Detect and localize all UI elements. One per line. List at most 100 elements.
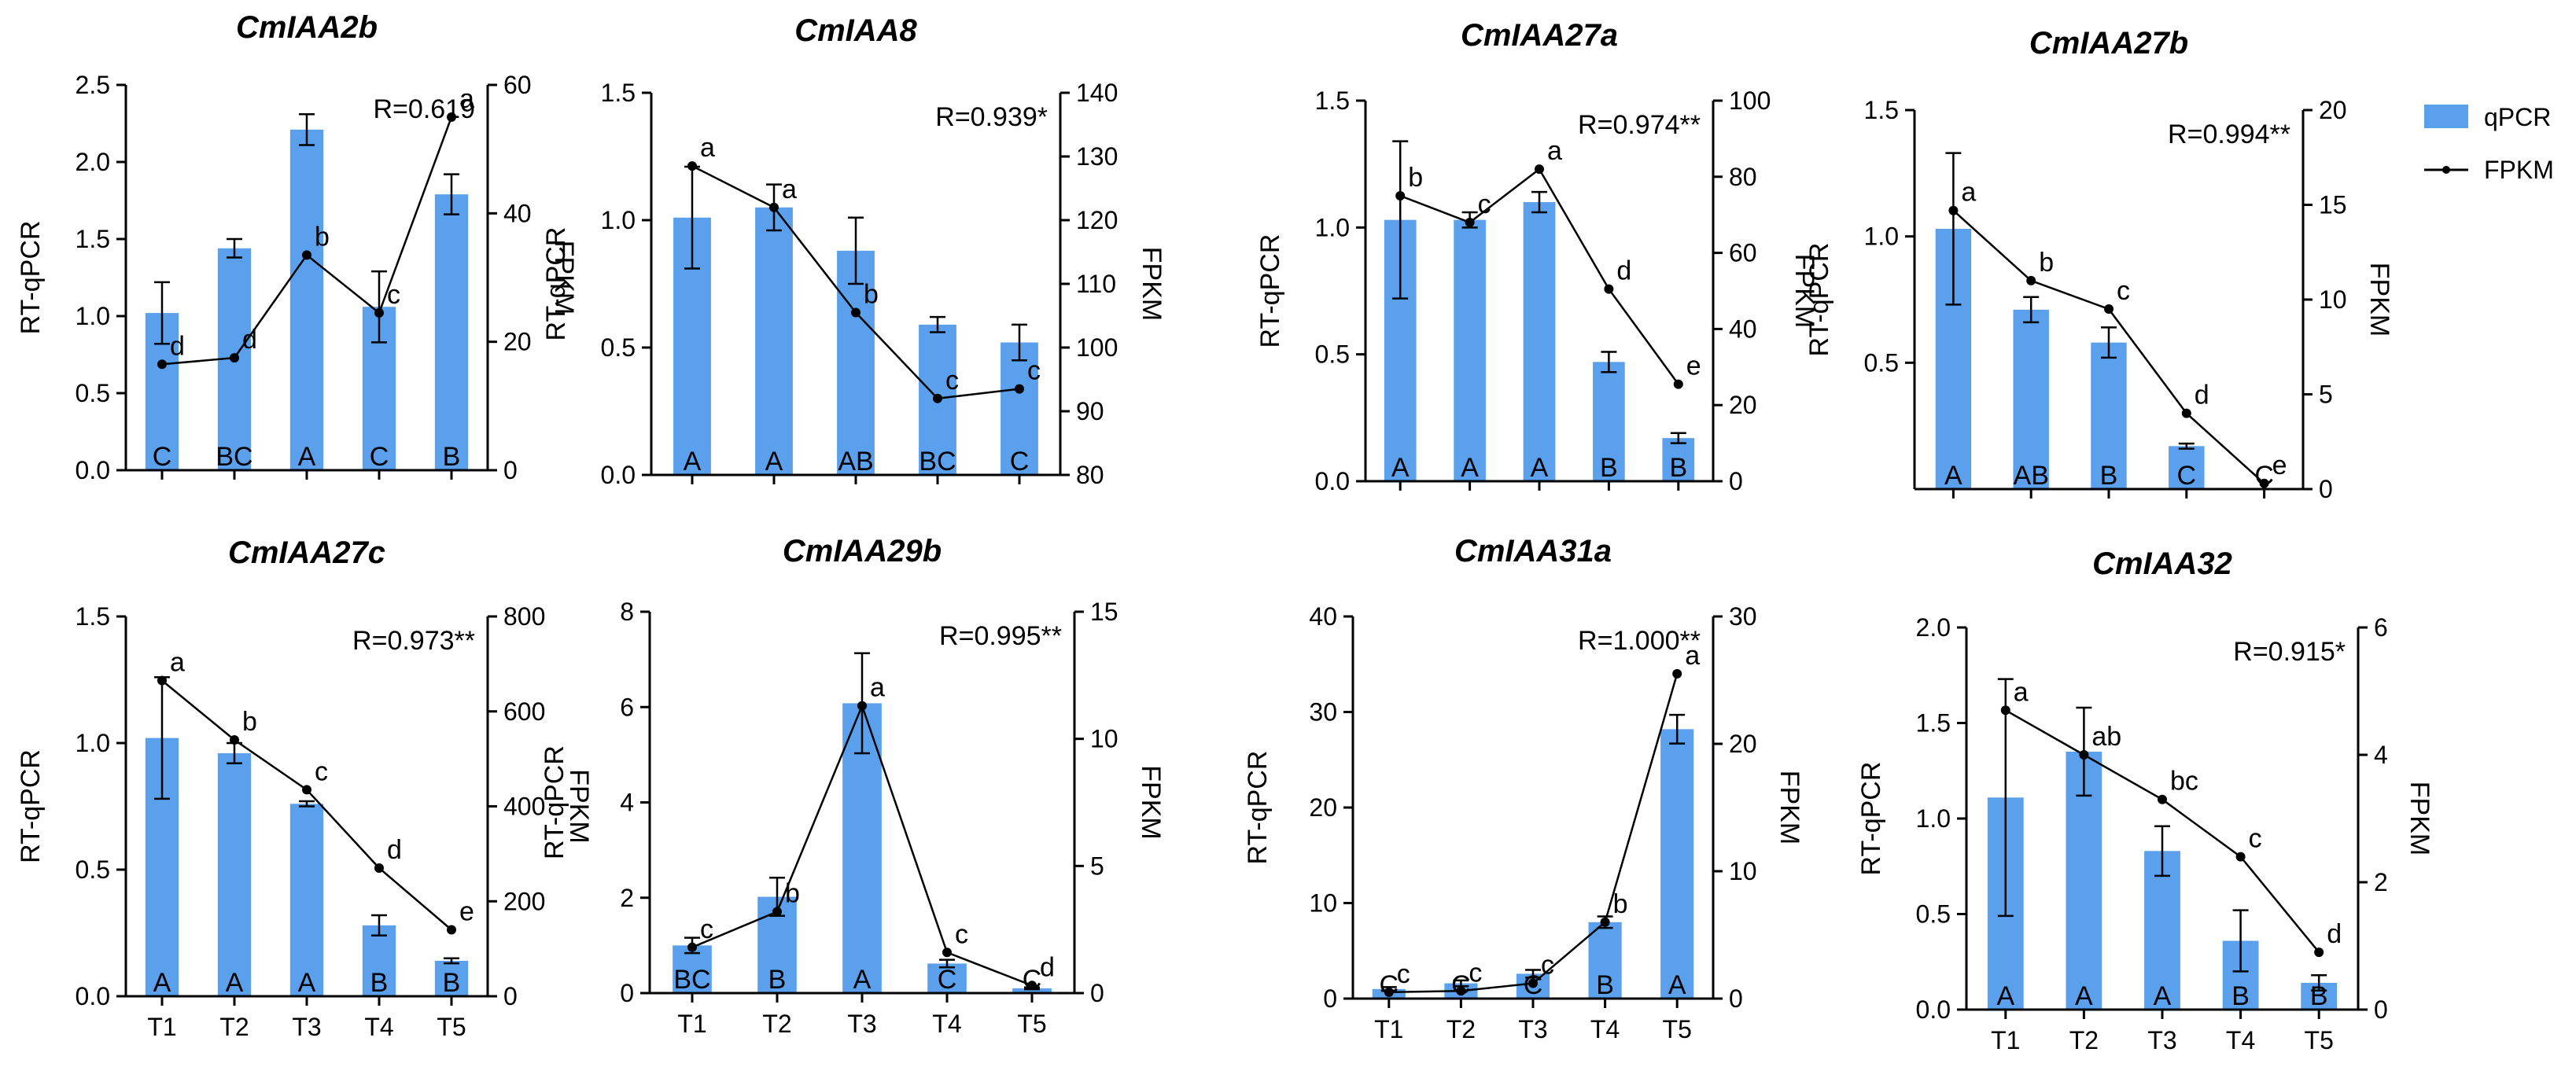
chart-title: CmIAA27b	[2029, 26, 2188, 61]
qpcr-letter-T4: B	[1600, 453, 1618, 483]
fpkm-point-T5	[1672, 668, 1682, 679]
fpkm-letter-T1: b	[1408, 163, 1423, 193]
x-tick-label-T3: T3	[847, 1010, 876, 1038]
qpcr-letter-T3: C	[1524, 970, 1543, 1000]
bar-T5	[1012, 988, 1052, 993]
fpkm-point-T3	[1528, 978, 1538, 988]
fpkm-letter-T3: c	[1541, 951, 1554, 981]
y-tick-label: 1.5	[1864, 96, 1899, 124]
y-axis-label: RT-qPCR	[1255, 234, 1285, 348]
fpkm-point-T4	[1600, 917, 1610, 927]
correlation-label: R=0.973**	[352, 626, 475, 656]
y2-tick-label: 20	[2319, 96, 2347, 124]
y2-tick-label: 4	[2374, 741, 2388, 769]
x-tick-label-T4: T4	[1590, 1015, 1620, 1043]
y-axis-label: RT-qPCR	[541, 227, 571, 341]
qpcr-letter-T2: BC	[216, 442, 252, 472]
bar-T3	[289, 804, 324, 996]
qpcr-letter-T1: BC	[673, 965, 710, 995]
panel-2: CmIAA8 a a b c c A A AB BC C 0.0 0.5 1.0 1.5 80 90 100 110…	[541, 13, 1166, 489]
fpkm-point-T2	[769, 202, 779, 212]
qpcr-letter-T4: BC	[919, 447, 956, 476]
fpkm-point-T4	[374, 307, 384, 318]
y-tick-label: 1.0	[1864, 223, 1899, 251]
qpcr-letter-T5: B	[443, 968, 461, 998]
qpcr-letter-T3: A	[298, 968, 316, 998]
qpcr-letter-T4: C	[370, 442, 389, 472]
fpkm-letter-T3: a	[1547, 136, 1562, 166]
qpcr-letter-T4: B	[1596, 970, 1614, 1000]
x-tick-label-T1: T1	[677, 1010, 706, 1038]
y2-axis-label: FPKM	[2364, 263, 2394, 337]
y-tick-label: 8	[620, 598, 634, 626]
y-tick-label: 0.0	[1916, 995, 1951, 1024]
bar-T4	[1588, 922, 1622, 999]
panel-5: CmIAA27c a b c d e A A A B B 0.0 0.5 1.0 1.5 0 200 400 600…	[16, 535, 594, 1041]
y2-tick-label: 100	[1729, 86, 1771, 115]
bar-T4	[362, 925, 396, 996]
bar-T5	[434, 194, 469, 470]
y2-axis-label: FPKM	[1137, 247, 1166, 321]
fpkm-line	[1388, 673, 1679, 994]
fpkm-point-T4	[2181, 408, 2191, 418]
y-tick-label: 30	[1309, 698, 1337, 727]
qpcr-letter-T2: A	[2075, 981, 2093, 1011]
fpkm-point-T1	[157, 675, 167, 686]
fpkm-letter-T4: c	[387, 280, 400, 310]
y-tick-label: 20	[1309, 793, 1337, 822]
y-tick-label: 2.5	[76, 71, 110, 99]
y2-tick-label: 5	[2319, 381, 2333, 409]
fpkm-letter-T2: d	[242, 325, 257, 355]
legend-marker-fpkm	[2442, 166, 2450, 174]
x-tick-label-T4: T4	[364, 1013, 393, 1041]
qpcr-letter-T3: AB	[838, 447, 873, 476]
y-tick-label: 0.5	[601, 333, 636, 362]
qpcr-letter-T3: A	[853, 965, 872, 995]
qpcr-letter-T4: B	[370, 968, 389, 998]
fpkm-letter-T3: c	[2117, 276, 2130, 306]
fpkm-point-T5	[447, 112, 456, 122]
fpkm-letter-T1: c	[1397, 959, 1410, 989]
y2-axis-label: FPKM	[1789, 254, 1819, 328]
y-tick-label: 0.0	[601, 461, 636, 489]
bar-T5	[1662, 438, 1695, 481]
qpcr-letter-T5: C	[1010, 447, 1030, 476]
bar-T4	[1593, 362, 1625, 481]
y2-tick-label: 200	[503, 887, 545, 915]
fpkm-point-T1	[687, 942, 697, 952]
qpcr-letter-T5: C	[1023, 965, 1042, 995]
fpkm-point-T5	[2314, 947, 2324, 958]
y2-tick-label: 20	[1729, 391, 1757, 419]
fpkm-point-T5	[1015, 384, 1024, 394]
qpcr-letter-T1: C	[153, 442, 172, 472]
fpkm-point-T5	[2259, 478, 2269, 488]
fpkm-point-T2	[230, 734, 239, 745]
fpkm-letter-T5: e	[1686, 351, 1701, 381]
fpkm-letter-T5: e	[2272, 451, 2287, 480]
correlation-label: R=0.939*	[935, 102, 1048, 132]
qpcr-letter-T5: C	[2254, 461, 2274, 491]
legend-label-fpkm: FPKM	[2484, 156, 2554, 184]
fpkm-letter-T1: a	[1961, 178, 1976, 208]
y2-tick-label: 0	[2374, 995, 2388, 1024]
fpkm-point-T3	[2104, 304, 2113, 315]
fpkm-point-T2	[772, 907, 782, 917]
fpkm-point-T2	[1465, 217, 1475, 227]
y2-tick-label: 90	[1076, 397, 1104, 425]
fpkm-letter-T5: c	[1027, 356, 1041, 386]
x-tick-label-T4: T4	[2226, 1026, 2255, 1054]
y2-tick-label: 400	[503, 793, 545, 821]
fpkm-letter-T4: b	[1613, 889, 1628, 919]
fpkm-point-T3	[302, 250, 311, 260]
y-tick-label: 0.5	[76, 855, 110, 884]
legend-swatch-qpcr	[2424, 105, 2468, 128]
qpcr-letter-T1: A	[1996, 981, 2014, 1011]
fpkm-letter-T3: a	[870, 673, 885, 703]
fpkm-letter-T5: d	[2327, 919, 2342, 949]
y2-tick-label: 60	[503, 71, 532, 99]
y-tick-label: 1.0	[76, 302, 110, 330]
fpkm-point-T2	[2026, 275, 2036, 285]
qpcr-letter-T3: A	[2154, 981, 2172, 1011]
